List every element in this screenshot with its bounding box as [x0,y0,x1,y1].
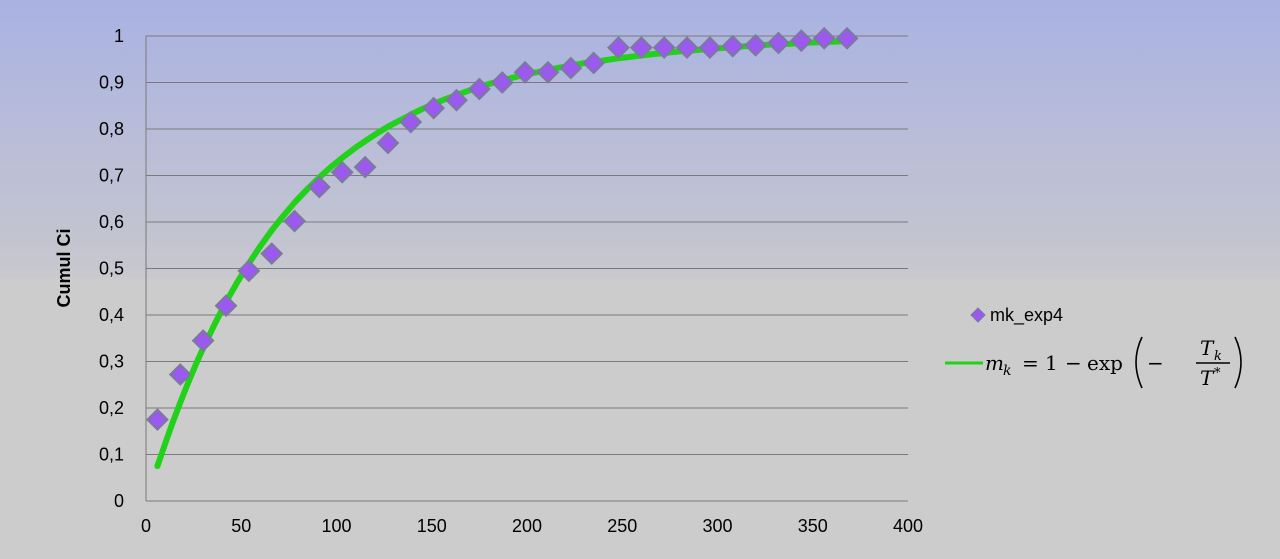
mk-exp4-series [146,26,859,432]
x-tick-label: 400 [893,516,923,536]
data-point-marker [283,209,307,233]
data-point-marker [260,242,284,266]
data-point-marker [789,29,813,53]
y-tick-label: 0,9 [99,73,124,93]
data-point-marker [399,110,423,134]
data-point-marker [214,294,238,318]
y-tick-labels: 0 0,1 0,2 0,3 0,4 0,5 0,6 0,7 0,8 0,9 1 [99,26,124,511]
data-point-marker [812,26,836,50]
formula-right-paren [1234,336,1242,389]
y-tick-label: 0,6 [99,212,124,232]
data-point-marker [582,51,606,75]
x-tick-label: 150 [417,516,447,536]
legend-label-markers: mk_exp4 [990,305,1063,326]
data-point-marker [146,408,169,432]
data-point-marker [330,160,354,184]
y-tick-label: 0,4 [99,305,124,325]
formula-equals: = [1022,351,1039,375]
y-tick-label: 0 [114,491,124,511]
legend-item-fit: m k = 1 − exp − T k T * [945,336,1242,390]
y-tick-label: 1 [114,26,124,46]
formula-numerator-T: T [1200,336,1215,360]
formula-exp: exp [1087,351,1123,375]
x-tick-label: 300 [702,516,732,536]
data-point-marker [445,88,468,112]
y-tick-label: 0,5 [99,259,124,279]
x-tick-label: 250 [607,516,637,536]
data-point-marker [307,175,331,199]
legend-diamond-marker [970,307,986,323]
y-tick-label: 0,3 [99,352,124,372]
data-point-marker [767,31,790,55]
data-point-marker [536,60,560,84]
data-point-marker [835,26,859,50]
legend-formula: m k = 1 − exp − T k T * [985,336,1242,390]
formula-neg: − [1147,351,1164,375]
x-tick-label: 200 [512,516,542,536]
data-point-marker [237,259,261,283]
formula-denominator-star: * [1214,366,1221,381]
data-point-marker [422,96,446,120]
y-axis-title: Cumul Ci [54,229,74,308]
formula-m: m [985,351,1004,375]
y-tick-label: 0,8 [99,119,124,139]
legend-item-markers: mk_exp4 [970,305,1063,326]
y-tick-label: 0,1 [99,445,124,465]
data-point-marker [191,329,215,352]
data-point-marker [675,36,699,60]
formula-subscript-k: k [1003,363,1011,379]
data-point-marker [698,36,722,60]
formula-numerator-k: k [1214,349,1222,364]
formula-one: 1 [1045,351,1058,375]
data-point-marker [607,36,630,60]
data-point-marker [629,36,653,60]
x-tick-label: 50 [231,516,251,536]
axes [145,36,908,502]
data-point-marker [559,56,583,80]
data-point-marker [513,60,537,84]
legend: mk_exp4 m k = 1 − exp − T k T * [945,305,1242,390]
data-point-marker [353,155,377,179]
formula-denominator-T: T [1200,366,1215,390]
formula-left-paren [1135,336,1143,389]
formula-minus: − [1065,351,1082,375]
y-tick-label: 0,7 [99,166,124,186]
data-point-marker [168,363,192,386]
data-point-marker [376,131,400,155]
data-point-marker [721,34,745,58]
x-tick-label: 100 [321,516,351,536]
x-tick-labels: 0 50 100 150 200 250 300 350 400 [141,516,923,536]
data-point-marker [744,33,768,57]
y-tick-label: 0,2 [99,398,124,418]
x-tick-label: 350 [798,516,828,536]
data-point-marker [467,77,491,101]
data-point-marker [652,36,676,60]
data-point-marker [490,71,514,94]
x-tick-label: 0 [141,516,151,536]
